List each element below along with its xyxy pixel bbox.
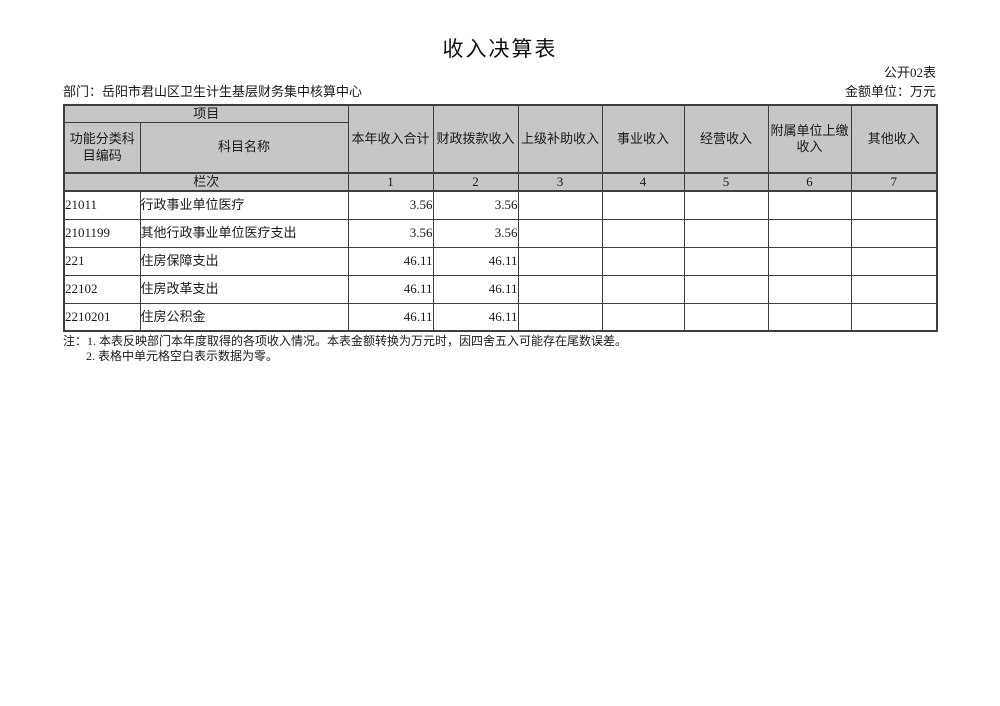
cell-value	[601, 190, 685, 220]
cell-value: 3.56	[347, 218, 434, 248]
cell-subject-name: 行政事业单位医疗	[139, 190, 349, 220]
cell-value: 46.11	[432, 246, 519, 276]
column-number: 7	[850, 171, 938, 193]
cell-value	[517, 218, 603, 248]
cell-value: 46.11	[432, 302, 519, 332]
column-number: 4	[601, 171, 685, 193]
column-number: 5	[683, 171, 769, 193]
cell-value	[850, 190, 938, 220]
table-row: 22102 住房改革支出 46.11 46.11	[63, 274, 938, 304]
cell-value	[683, 274, 769, 304]
cell-subject-name: 其他行政事业单位医疗支出	[139, 218, 349, 248]
cell-value	[683, 246, 769, 276]
income-statement-table: 项目 本年收入合计 财政拨款收入 上级补助收入 事业收入 经营收入 附属单位上缴…	[63, 104, 939, 332]
header-superior-subsidy-income: 上级补助收入	[517, 104, 603, 174]
cell-value	[601, 302, 685, 332]
column-number: 6	[767, 171, 852, 193]
cell-value	[517, 302, 603, 332]
cell-value	[683, 218, 769, 248]
header-row-2: 功能分类科目编码 科目名称	[63, 122, 937, 174]
table-row: 2210201 住房公积金 46.11 46.11	[63, 302, 938, 332]
cell-value	[850, 246, 938, 276]
cell-value: 46.11	[347, 274, 434, 304]
cell-value	[767, 302, 852, 332]
header-fiscal-appropriation-income: 财政拨款收入	[432, 104, 519, 174]
cell-value	[767, 218, 852, 248]
cell-value: 46.11	[347, 246, 434, 276]
cell-subject-name: 住房公积金	[139, 302, 349, 332]
page-title: 收入决算表	[442, 37, 558, 61]
cell-value: 46.11	[432, 274, 519, 304]
cell-value	[601, 218, 685, 248]
cell-function-code: 221	[63, 246, 141, 276]
cell-value	[517, 246, 603, 276]
cell-value: 46.11	[347, 302, 434, 332]
unit-label: 金额单位：万元	[844, 84, 936, 99]
footnote-line-1: 注：1. 本表反映部门本年度取得的各项收入情况。本表金额转换为万元时，因四舍五入…	[63, 334, 628, 348]
cell-value	[850, 218, 938, 248]
column-index-label: 栏次	[63, 171, 349, 193]
cell-function-code: 21011	[63, 190, 141, 220]
department-label: 部门：岳阳市君山区卫生计生基层财务集中核算中心	[63, 84, 363, 99]
cell-value	[767, 190, 852, 220]
column-number: 2	[432, 171, 519, 193]
cell-value	[601, 246, 685, 276]
cell-subject-name: 住房改革支出	[139, 274, 349, 304]
table-row: 221 住房保障支出 46.11 46.11	[63, 246, 938, 276]
cell-value	[767, 246, 852, 276]
header-row-1: 项目 本年收入合计 财政拨款收入 上级补助收入 事业收入 经营收入 附属单位上缴…	[63, 104, 938, 174]
cell-value	[850, 274, 938, 304]
cell-function-code: 2210201	[63, 302, 141, 332]
cell-value	[601, 274, 685, 304]
cell-value: 3.56	[432, 190, 519, 220]
footnotes: 注：1. 本表反映部门本年度取得的各项收入情况。本表金额转换为万元时，因四舍五入…	[63, 334, 627, 364]
header-operating-income: 经营收入	[683, 104, 769, 174]
header-institutional-income: 事业收入	[601, 104, 685, 174]
header-subject-name: 科目名称	[139, 122, 349, 174]
table-row: 2101199 其他行政事业单位医疗支出 3.56 3.56	[63, 218, 938, 248]
cell-value	[683, 190, 769, 220]
cell-value: 3.56	[432, 218, 519, 248]
header-other-income: 其他收入	[850, 104, 938, 174]
cell-value	[850, 302, 938, 332]
header-project-group: 项目	[63, 104, 349, 124]
cell-value	[517, 190, 603, 220]
header-total-income: 本年收入合计	[347, 104, 434, 174]
column-index-row: 栏次 1 2 3 4 5 6 7	[63, 171, 938, 193]
cell-value	[683, 302, 769, 332]
header-function-code: 功能分类科目编码	[63, 122, 141, 174]
cell-value: 3.56	[347, 190, 434, 220]
cell-function-code: 2101199	[63, 218, 141, 248]
header-affiliated-unit-income: 附属单位上缴收入	[767, 104, 852, 174]
cell-function-code: 22102	[63, 274, 141, 304]
cell-value	[517, 274, 603, 304]
form-code-label: 公开02表	[883, 65, 936, 80]
column-number: 3	[517, 171, 603, 193]
table-row: 21011 行政事业单位医疗 3.56 3.56	[63, 190, 938, 220]
cell-value	[767, 274, 852, 304]
footnote-line-2: 2. 表格中单元格空白表示数据为零。	[86, 349, 279, 363]
column-number: 1	[347, 171, 434, 193]
cell-subject-name: 住房保障支出	[139, 246, 349, 276]
